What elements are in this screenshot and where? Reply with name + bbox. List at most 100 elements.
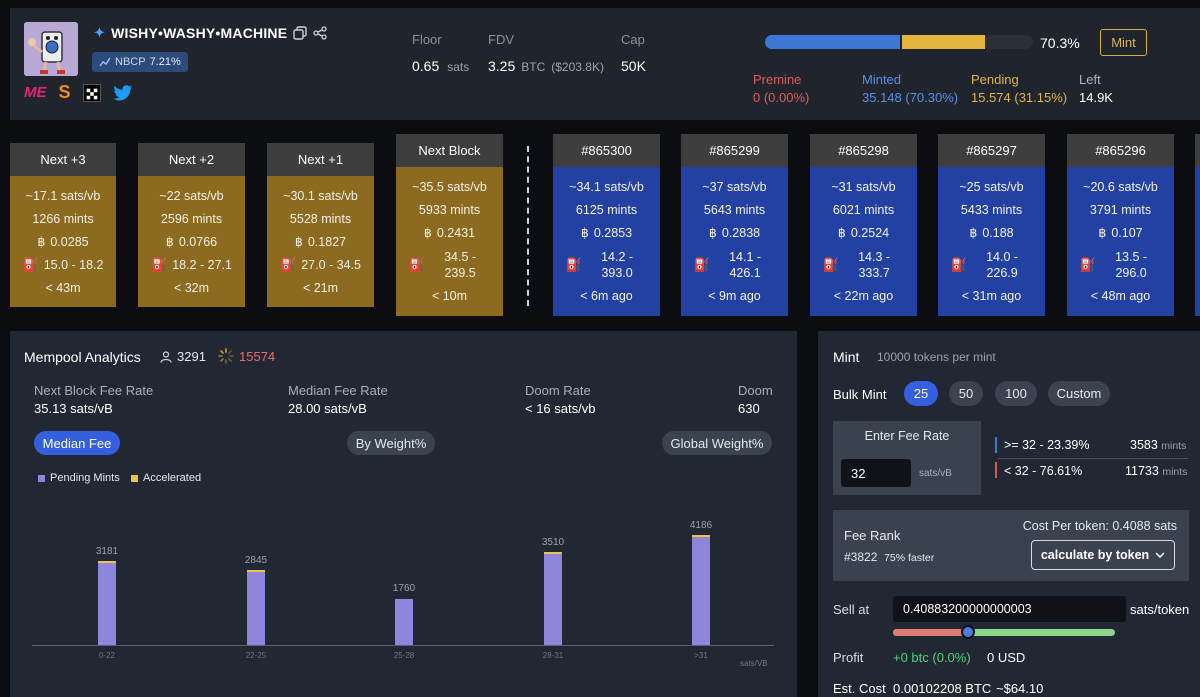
rune-icon: ✦ (94, 25, 106, 40)
fee-rate-input[interactable]: 32 (841, 459, 911, 487)
okx-icon[interactable] (82, 83, 101, 102)
block-fee-range: ⛽ 15.0 - 18.2 (23, 257, 104, 273)
mined-block-0[interactable]: #865300 ~34.1 sats/vb 6125 mints ฿ 0.2853 ⛽ 14… (553, 134, 660, 316)
block-fee-rate: ~37 sats/vb (702, 179, 766, 195)
floor-value: 0.65 (412, 58, 440, 74)
pending-block-1[interactable]: Next +2 ~22 sats/vb 2596 mints ฿ 0.0766 ⛽ 18.2… (138, 143, 245, 307)
bulk-option-custom[interactable]: Custom (1048, 381, 1110, 406)
block-btc: ฿ 0.2431 (424, 225, 475, 241)
lt-marker (995, 462, 997, 478)
chart-bar-0-22[interactable] (98, 562, 116, 645)
pending-label: Pending (971, 72, 1019, 87)
fee-rank-value: #3822 (844, 550, 878, 564)
block-mints-value: 6125 mints (575, 203, 638, 218)
nbcp-badge[interactable]: NBCP 7.21% (92, 52, 188, 72)
block-mints-value: 6021 mints (832, 203, 895, 218)
block-btc: ฿ 0.2524 (838, 225, 889, 241)
chart-value-label: 1760 (392, 583, 416, 595)
fee-chart: sats/VB 3181 0-22 2845 22-25 1760 25-28 3510 28… (10, 331, 797, 697)
block-mints: 5528 mints (290, 211, 351, 227)
block-mints-value: 5528 mints (289, 211, 352, 226)
chart-up-icon (99, 57, 111, 67)
block-fee-range: ⛽ 18.2 - 27.1 (151, 257, 232, 273)
bitcoin-icon: ฿ (708, 226, 717, 241)
block-eta: < 32m (174, 280, 209, 296)
chart-value-label: 4186 (689, 519, 713, 531)
user-icon (160, 350, 172, 363)
chart-bar-22-25[interactable] (247, 570, 265, 645)
bulk-option-100[interactable]: 100 (995, 381, 1037, 406)
tab-by-weight[interactable]: By Weight% (347, 431, 435, 455)
twitter-icon[interactable] (113, 84, 133, 101)
ge-mints: 3583 mints (1130, 438, 1186, 452)
fee-rank-row: #3822 75% faster (844, 550, 934, 564)
mined-block-2[interactable]: #865298 ~31 sats/vb 6021 mints ฿ 0.2524 ⛽ 14.3… (810, 134, 917, 316)
sell-price-input[interactable]: 0.40883200000000003 (893, 596, 1126, 622)
block-mints-value: 1266 mints (32, 211, 94, 226)
fuel-pump-icon: ⛽ (151, 256, 168, 272)
bulk-option-50[interactable]: 50 (949, 381, 983, 406)
share-icon[interactable] (313, 26, 327, 40)
fee-rate-box: Enter Fee Rate 32 sats/vB (833, 421, 981, 495)
block-body: ~17.1 sats/vb 1266 mints ฿ 0.0285 ⛽ 15.0 - 18… (10, 176, 116, 307)
fee-rank-label: Fee Rank (844, 528, 901, 543)
calculate-by-token-dropdown[interactable]: calculate by token (1031, 540, 1175, 570)
chart-bar-28-31[interactable] (544, 553, 562, 645)
block-eta: < 43m (45, 280, 80, 296)
chart-bar->31[interactable] (692, 535, 710, 645)
minted-label: Minted (862, 72, 902, 87)
doom-rate-label: Doom Rate (525, 383, 591, 398)
fdv-label: FDV (488, 32, 514, 47)
fuel-pump-icon: ⛽ (1079, 256, 1097, 272)
block-eta-value: < 10m (431, 289, 468, 304)
bulk-option-25[interactable]: 25 (904, 381, 938, 406)
chart-bar-25-28[interactable] (395, 599, 413, 645)
block-fee-range-value: 18.2 - 27.1 (172, 257, 232, 272)
chart-accelerated-22-25 (247, 569, 265, 572)
block-mints-value: 5643 mints (703, 203, 766, 218)
chart-value-label: 2845 (244, 554, 268, 566)
block-eta: < 22m ago (834, 288, 893, 304)
block-body: ~30.1 sats/vb 5528 mints ฿ 0.1827 ⛽ 27.0 - 34… (267, 176, 374, 307)
block-fee-rate-value: ~25 sats/vb (959, 179, 1024, 194)
progress-pending (902, 35, 985, 49)
legend-accelerated-swatch (131, 474, 138, 482)
block-fee-range-value: 14.2 - 393.0 (601, 249, 634, 280)
copy-icon[interactable] (293, 26, 307, 40)
tab-global-weight[interactable]: Global Weight% (662, 431, 772, 455)
profit-label: Profit (833, 650, 864, 665)
profit-slider[interactable] (893, 629, 1115, 636)
block-fee-range: ⛽ 34.5 - 239.5 (409, 249, 490, 281)
mint-button[interactable]: Mint (1100, 29, 1147, 56)
block-eta: < 10m (432, 288, 467, 304)
mined-block-1[interactable]: #865299 ~37 sats/vb 5643 mints ฿ 0.2838 ⛽ 14.1… (681, 134, 788, 316)
mined-block-4[interactable]: #865296 ~20.6 sats/vb 3791 mints ฿ 0.107 ⛽ 13.… (1067, 134, 1174, 316)
fuel-pump-icon: ⛽ (950, 256, 968, 272)
pending-block-3[interactable]: Next Block ~35.5 sats/vb 5933 mints ฿ 0.2431… (396, 134, 503, 316)
bitcoin-icon: ฿ (294, 234, 303, 249)
collection-name-row: ✦ WISHY•WASHY•MACHINE (94, 25, 327, 41)
block-btc-value: 0.0766 (178, 234, 218, 249)
next-fee-label: Next Block Fee Rate (34, 383, 154, 398)
chart-tick-label: 22-25 (245, 651, 267, 660)
block-fee-range: ⛽ 13.5 - 296.0 (1080, 249, 1161, 281)
tab-median-fee[interactable]: Median Fee (34, 431, 120, 455)
sell-unit: sats/token (1130, 602, 1190, 617)
median-fee-value: 28.00 sats/vB (288, 401, 367, 416)
fee-rate-unit: sats/vB (919, 468, 952, 479)
pending-count: 15574 (218, 348, 275, 364)
block-fee-rate: ~20.6 sats/vb (1083, 179, 1158, 195)
floor-stat: 0.65 sats (412, 58, 469, 74)
mined-block-3[interactable]: #865297 ~25 sats/vb 5433 mints ฿ 0.188 ⛽ 14.0 … (938, 134, 1045, 316)
magic-eden-icon[interactable]: ME (24, 84, 47, 101)
bulk-mint-label: Bulk Mint (833, 387, 887, 402)
chart-tick-label: >31 (694, 651, 708, 660)
pending-block-0[interactable]: Next +3 ~17.1 sats/vb 1266 mints ฿ 0.0285 ⛽ 15… (10, 143, 116, 307)
slider-handle[interactable] (961, 625, 976, 639)
floor-label: Floor (412, 32, 442, 47)
block-mints-value: 5433 mints (960, 203, 1023, 218)
block-fee-rate-value: ~17.1 sats/vb (25, 188, 101, 203)
block-title: #865296 (1067, 134, 1174, 167)
satflow-icon[interactable]: S (58, 82, 71, 102)
pending-block-2[interactable]: Next +1 ~30.1 sats/vb 5528 mints ฿ 0.1827 ⛽ 27… (267, 143, 374, 307)
